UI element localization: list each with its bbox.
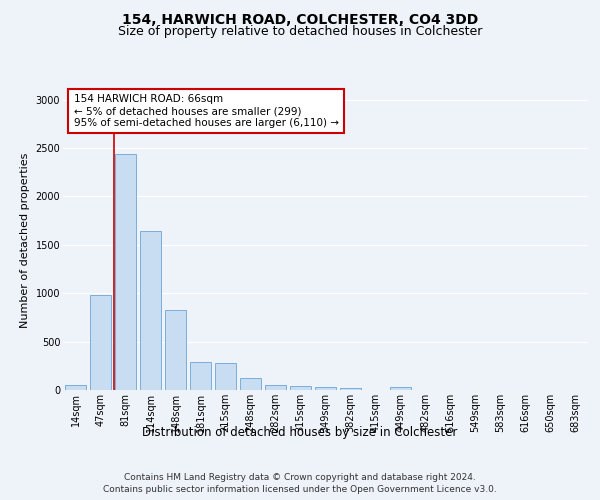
Text: Size of property relative to detached houses in Colchester: Size of property relative to detached ho… — [118, 25, 482, 38]
Bar — [290, 386, 311, 390]
Y-axis label: Number of detached properties: Number of detached properties — [20, 152, 30, 328]
Bar — [115, 154, 136, 390]
Text: Distribution of detached houses by size in Colchester: Distribution of detached houses by size … — [142, 426, 458, 439]
Text: Contains public sector information licensed under the Open Government Licence v3: Contains public sector information licen… — [103, 485, 497, 494]
Bar — [190, 362, 211, 390]
Bar — [240, 378, 261, 390]
Bar — [140, 232, 161, 390]
Bar — [165, 310, 186, 390]
Bar — [90, 294, 111, 390]
Text: 154 HARWICH ROAD: 66sqm
← 5% of detached houses are smaller (299)
95% of semi-de: 154 HARWICH ROAD: 66sqm ← 5% of detached… — [74, 94, 338, 128]
Bar — [215, 363, 236, 390]
Bar — [65, 384, 86, 390]
Bar — [265, 385, 286, 390]
Text: 154, HARWICH ROAD, COLCHESTER, CO4 3DD: 154, HARWICH ROAD, COLCHESTER, CO4 3DD — [122, 12, 478, 26]
Bar — [340, 388, 361, 390]
Bar — [390, 387, 411, 390]
Text: Contains HM Land Registry data © Crown copyright and database right 2024.: Contains HM Land Registry data © Crown c… — [124, 472, 476, 482]
Bar — [315, 387, 336, 390]
